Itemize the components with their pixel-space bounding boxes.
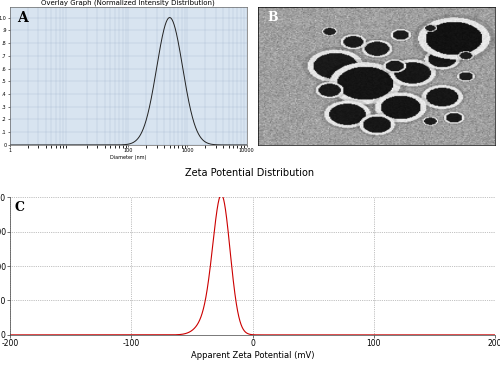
Text: Zeta Potential Distribution: Zeta Potential Distribution — [186, 169, 314, 178]
Text: C: C — [15, 201, 25, 215]
Title: Overlay Graph (Normalized Intensity Distribution): Overlay Graph (Normalized Intensity Dist… — [42, 0, 215, 6]
X-axis label: Apparent Zeta Potential (mV): Apparent Zeta Potential (mV) — [191, 351, 314, 360]
X-axis label: Diameter (nm): Diameter (nm) — [110, 155, 146, 160]
Text: B: B — [268, 11, 278, 25]
Text: A: A — [17, 11, 28, 25]
